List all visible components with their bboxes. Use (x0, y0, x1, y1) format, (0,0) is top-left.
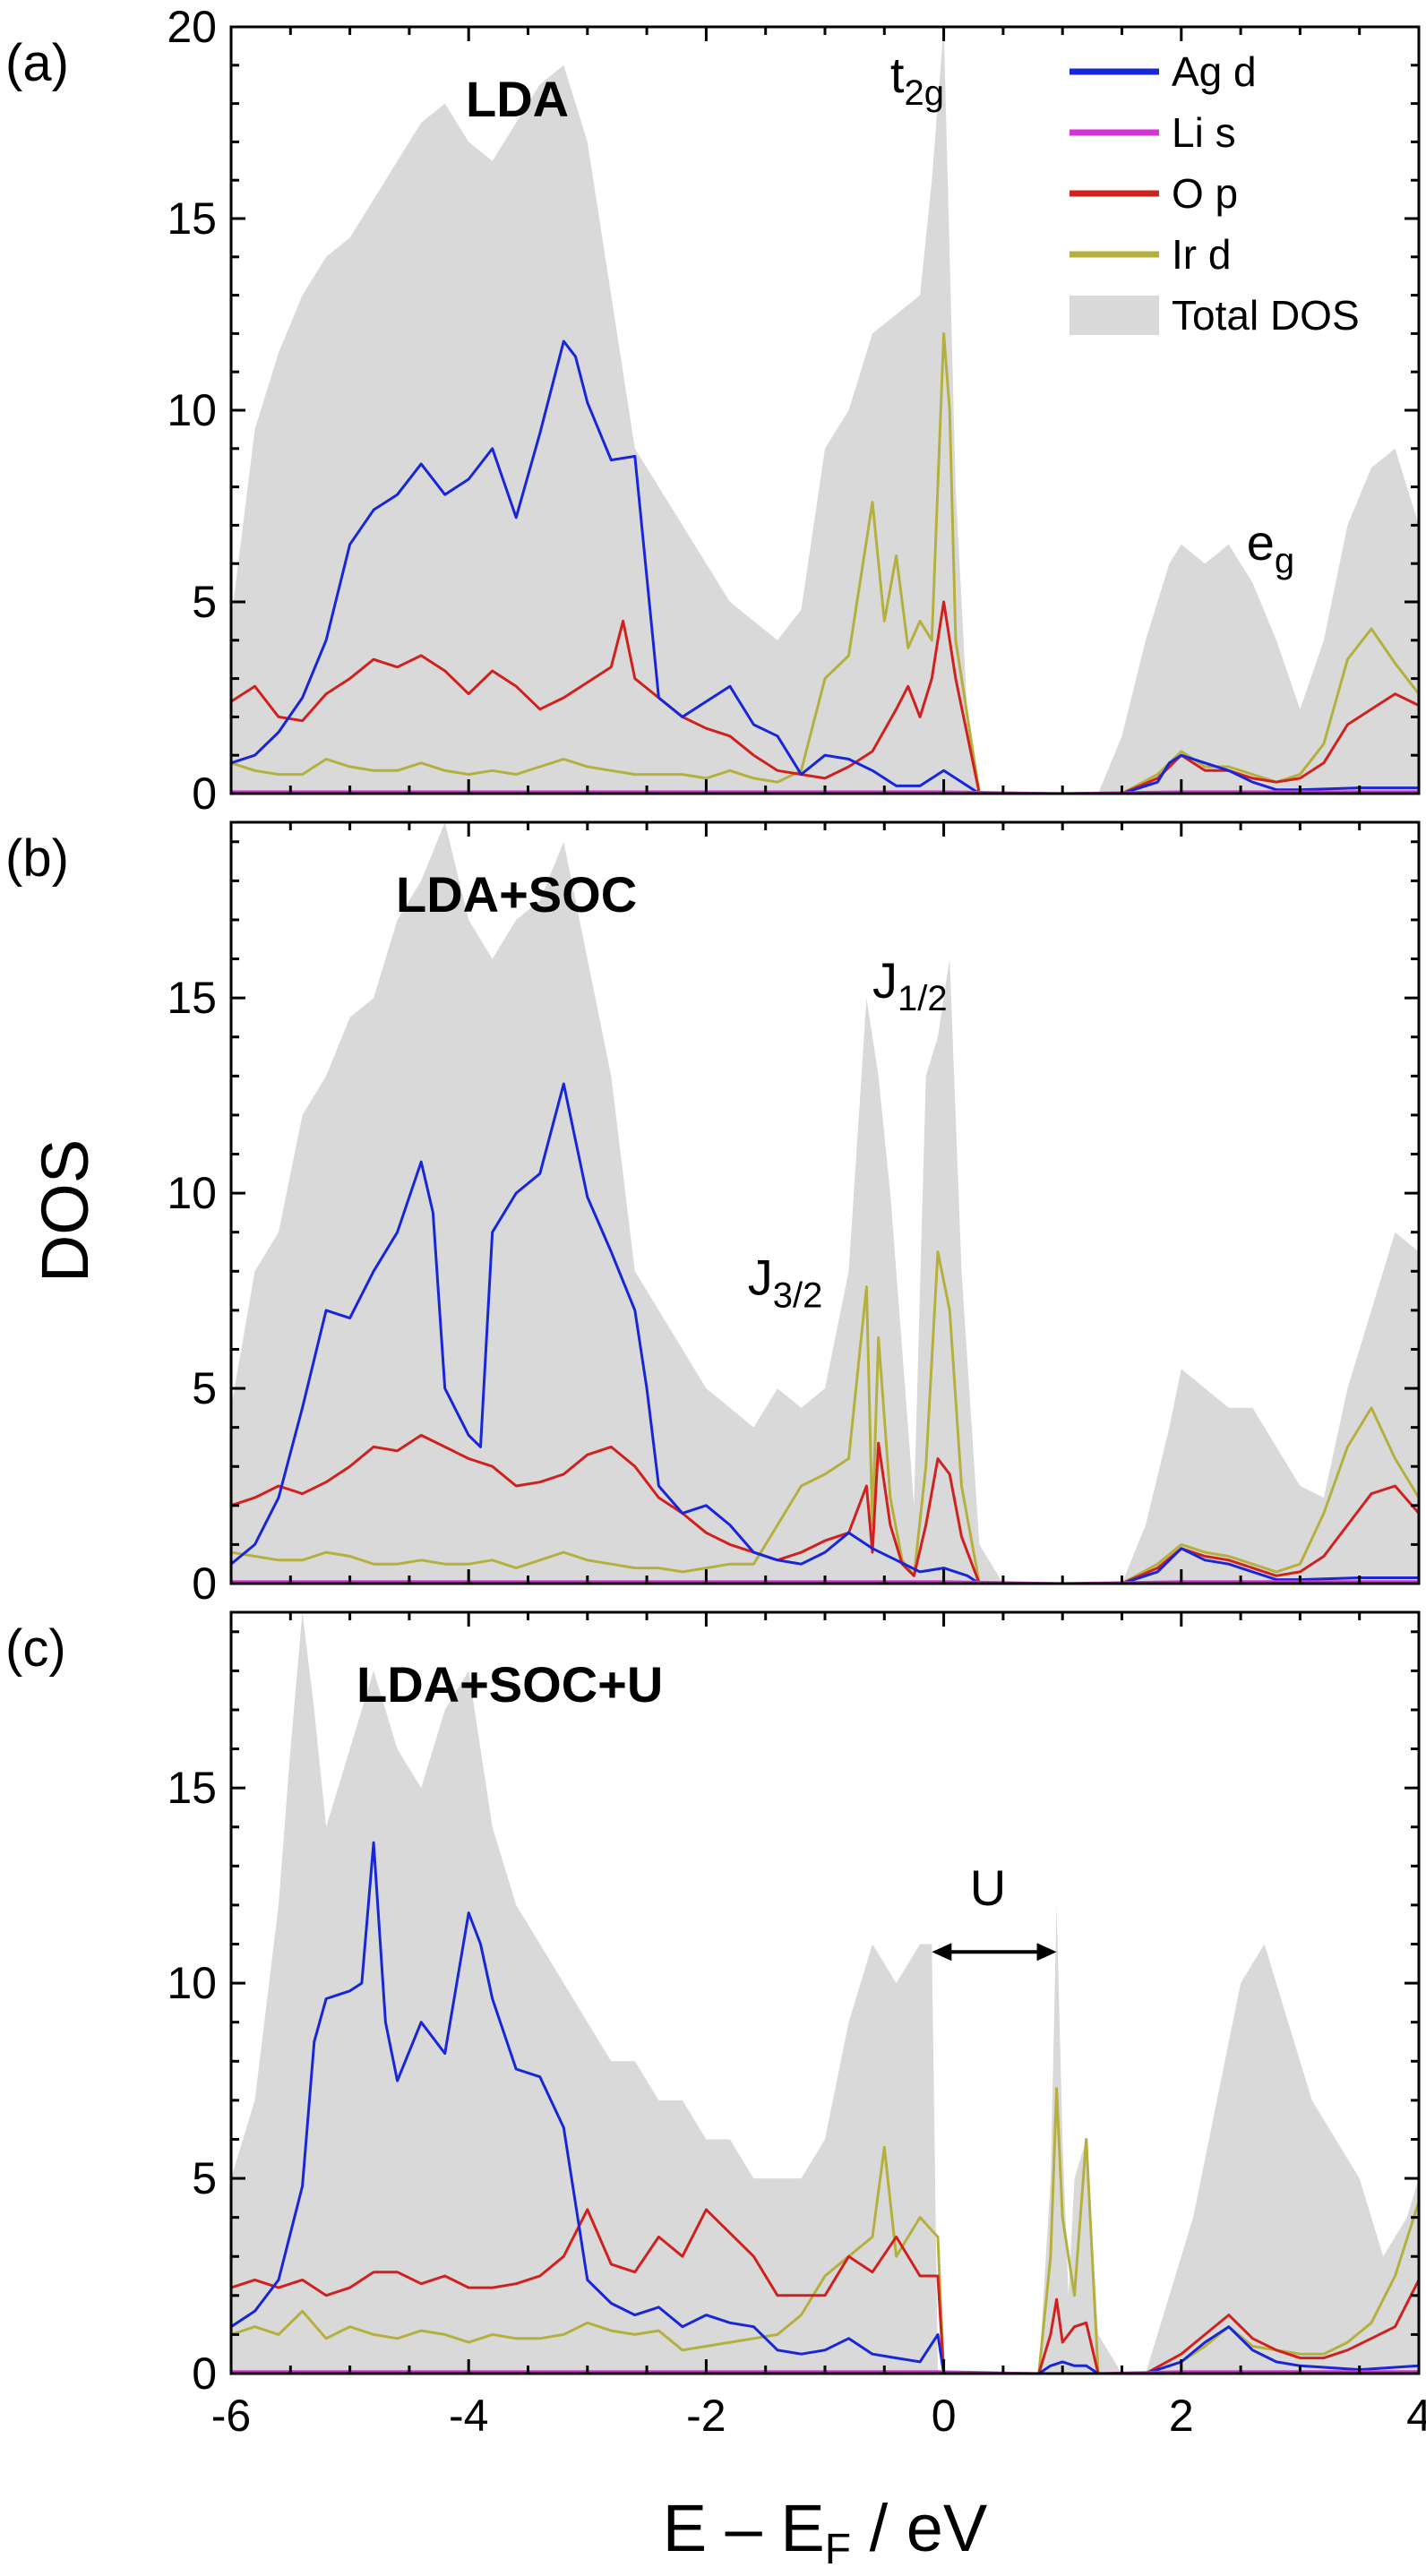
gap-arrow (932, 1943, 1057, 1962)
x-tick-label: 2 (1169, 2391, 1194, 2441)
ir-dos-line (231, 1250, 1419, 1584)
total-dos-area (231, 1612, 1419, 2374)
y-tick-label: 15 (167, 973, 217, 1023)
legend-label: O p (1172, 170, 1238, 217)
panel-a: 0 5 10 15 20 (a) LDA t2g eg (5, 2, 1421, 819)
x-tick-label: -4 (449, 2391, 488, 2441)
legend-label: Total DOS (1172, 292, 1360, 339)
x-tick-label: -2 (686, 2391, 726, 2441)
method-label: LDA (466, 71, 569, 127)
y-tick-label: 20 (167, 2, 217, 52)
panel-label: (a) (5, 34, 69, 92)
y-tick-label: 5 (192, 577, 217, 627)
panel-label: (c) (5, 1619, 66, 1678)
plot-area (231, 1612, 1419, 2374)
x-tick-label: -6 (211, 2391, 251, 2441)
panel-c: 0 5 10 15 -6 -4 -2 0 2 4 E – EF / eV (c) LDA+SOC+U U (5, 1610, 1426, 2573)
total-dos-area (231, 27, 1419, 794)
y-tick-label: 15 (167, 1763, 217, 1813)
annotation-u: U (970, 1859, 1006, 1916)
li-dos-line (231, 2370, 1419, 2374)
method-label: LDA+SOC (396, 866, 637, 923)
ag-dos-line (231, 339, 1419, 794)
legend-swatch (1070, 296, 1159, 335)
legend-item: O p (1070, 170, 1238, 217)
panel-label: (b) (5, 829, 69, 888)
legend-item: Ag d (1070, 48, 1257, 95)
x-tick-label: 4 (1406, 2391, 1426, 2441)
legend-label: Li s (1172, 109, 1236, 156)
x-axis-title: E – EF / eV (663, 2491, 988, 2573)
legend-label: Ir d (1172, 231, 1231, 278)
panel-b: 0 5 10 15 (b) LDA+SOC J1/2 J3/2 (5, 820, 1421, 1609)
op-dos-line (231, 1433, 1419, 1584)
annotation-eg: eg (1247, 514, 1294, 580)
y-tick-label: 10 (167, 385, 217, 435)
y-tick-label: 10 (167, 1168, 217, 1218)
y-axis-title: DOS (28, 1139, 102, 1283)
plot-area (231, 27, 1419, 794)
y-tick-label: 0 (192, 1558, 217, 1609)
legend: Ag d Li s O p Ir d Total DOS (1070, 48, 1360, 339)
y-tick-label: 0 (192, 769, 217, 819)
y-tick-label: 15 (167, 193, 217, 244)
plot-area (231, 822, 1419, 1584)
y-tick-label: 0 (192, 2348, 217, 2399)
legend-label: Ag d (1172, 48, 1257, 95)
legend-item: Li s (1070, 109, 1236, 156)
x-tick-label: 0 (932, 2391, 957, 2441)
legend-item: Total DOS (1070, 292, 1360, 339)
legend-item: Ir d (1070, 231, 1231, 278)
total-dos-area (231, 822, 1419, 1584)
ag-dos-line (231, 1841, 1419, 2374)
y-tick-label: 10 (167, 1958, 217, 2008)
annotation-t2g: t2g (890, 47, 944, 113)
annotation-j12: J1/2 (872, 952, 948, 1018)
annotation-j32: J3/2 (748, 1249, 823, 1315)
ir-dos-line (231, 2087, 1419, 2374)
op-dos-line (231, 2208, 1419, 2374)
y-tick-label: 5 (192, 2153, 217, 2203)
method-label: LDA+SOC+U (356, 1656, 663, 1713)
y-tick-label: 5 (192, 1363, 217, 1413)
ag-dos-line (231, 1082, 1419, 1584)
